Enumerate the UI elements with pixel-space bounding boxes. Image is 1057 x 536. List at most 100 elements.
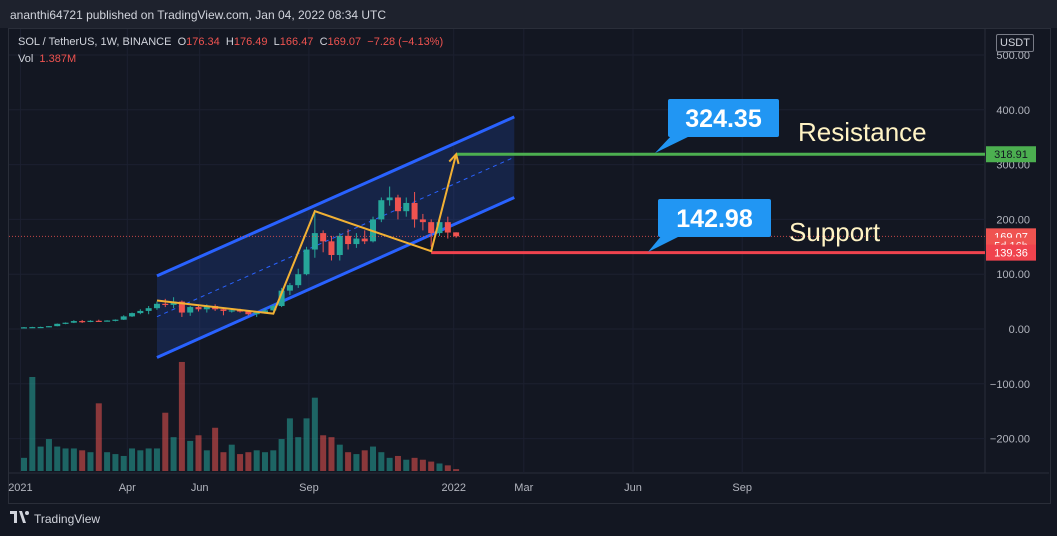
volume-bar: [336, 444, 343, 471]
volume-bar: [21, 457, 27, 471]
volume-bar: [153, 448, 160, 471]
candle-body: [403, 202, 410, 212]
candle-body: [345, 235, 352, 245]
callouts[interactable]: 324.35 142.98: [648, 99, 779, 252]
candle-body: [411, 202, 418, 220]
candle-body: [120, 316, 127, 320]
x-tick-label: Jun: [624, 482, 642, 494]
volume-bar: [403, 459, 410, 471]
candle-body: [178, 301, 185, 313]
candle-body: [45, 326, 52, 328]
volume-bar: [203, 450, 210, 471]
ohlc-legend: SOL / TetherUS, 1W, BINANCE O176.34 H176…: [18, 36, 443, 48]
volume-bar: [170, 437, 177, 471]
x-tick-label: 2022: [442, 482, 466, 494]
candle-body: [195, 307, 202, 310]
callout-value: 324.35: [685, 105, 762, 133]
candle-body: [261, 310, 268, 313]
candle-body: [203, 305, 210, 310]
zigzag-pattern[interactable]: [156, 152, 460, 315]
brand-name: TradingView: [34, 512, 101, 526]
callout-box[interactable]: [668, 99, 779, 137]
candle-body: [187, 307, 194, 313]
candle-body: [237, 310, 244, 312]
candle-body: [270, 305, 277, 311]
symbol-title[interactable]: SOL / TetherUS, 1W, BINANCE: [18, 36, 172, 48]
close-value: 169.07: [327, 36, 362, 48]
zigzag-arrowhead: [448, 152, 460, 165]
y-tick-label: 300.00: [996, 160, 1030, 172]
volume-bar: [120, 455, 127, 471]
volume-bar: [79, 450, 86, 471]
channel-midline: [156, 156, 515, 318]
high-label: H: [225, 36, 234, 48]
x-tick-label: 2021: [8, 482, 32, 494]
volume-bar: [320, 435, 327, 471]
candle-body: [336, 235, 343, 256]
candle-body: [353, 238, 360, 245]
candle-body: [162, 303, 169, 305]
volume-bar: [286, 418, 293, 471]
footer-brand[interactable]: TradingView: [10, 507, 101, 526]
candle-body: [228, 310, 235, 312]
candle-body: [95, 320, 102, 322]
volume-bar: [187, 440, 194, 471]
y-tick-label: 100.00: [996, 269, 1030, 281]
candle-body: [453, 232, 460, 237]
candle-body: [245, 310, 252, 315]
candle-body: [54, 323, 61, 327]
candle-body: [436, 222, 443, 234]
volume-bar: [237, 454, 244, 471]
callout-box[interactable]: [658, 199, 771, 237]
x-tick-label: Sep: [299, 482, 319, 494]
candle-body: [70, 321, 77, 323]
volume-bar: [129, 448, 136, 471]
volume-bar: [162, 412, 169, 471]
candle-body: [311, 233, 318, 250]
candle-body: [394, 197, 401, 212]
candle-body: [153, 303, 160, 309]
volume-bar: [278, 439, 285, 471]
candle-body: [444, 222, 451, 233]
candle-body: [295, 274, 302, 286]
candle-body: [378, 200, 385, 220]
volume-bar: [95, 403, 102, 471]
volume-legend: Vol 1.387M: [18, 53, 76, 65]
tradingview-logo-icon: [10, 507, 30, 526]
volume-bar: [436, 463, 443, 471]
price-axis[interactable]: 500.00 400.00 300.00 200.00 100.00 0.00 −100.0…: [9, 29, 1030, 473]
candle-body: [79, 321, 86, 323]
currency-button[interactable]: USDT: [996, 34, 1034, 52]
volume-bars: [21, 361, 460, 471]
x-tick-label: Jun: [191, 482, 209, 494]
volume-bar: [428, 461, 435, 471]
volume-bar: [361, 450, 368, 471]
parallel-channel[interactable]: [156, 115, 515, 359]
zigzag-line[interactable]: [156, 153, 458, 315]
horizontal-levels[interactable]: Resistance Support: [9, 117, 985, 255]
volume-bar: [370, 446, 377, 471]
volume-bar: [419, 459, 426, 471]
top-bar: ananthi64721 published on TradingView.co…: [0, 0, 1057, 28]
channel-lower-line[interactable]: [156, 196, 515, 359]
volume-bar: [104, 452, 111, 471]
volume-bar: [29, 377, 36, 471]
candle-body: [428, 222, 435, 234]
volume-bar: [453, 469, 460, 471]
x-tick-label: Mar: [514, 482, 533, 494]
candle-body: [87, 320, 94, 322]
candle-body: [303, 249, 310, 275]
channel-upper-line[interactable]: [156, 115, 515, 278]
change-value: −7.28 (−4.13%): [367, 36, 444, 48]
x-tick-label: Apr: [119, 482, 136, 494]
support-annotation[interactable]: Support: [789, 217, 881, 247]
resistance-annotation[interactable]: Resistance: [798, 117, 927, 147]
candle-body: [253, 312, 260, 315]
candle-body: [62, 322, 69, 324]
time-axis[interactable]: 2021 Apr Jun Sep 2022 Mar Jun Sep: [8, 29, 1049, 494]
volume-bar: [45, 439, 52, 471]
high-value: 176.49: [233, 36, 268, 48]
volume-bar: [70, 448, 77, 471]
